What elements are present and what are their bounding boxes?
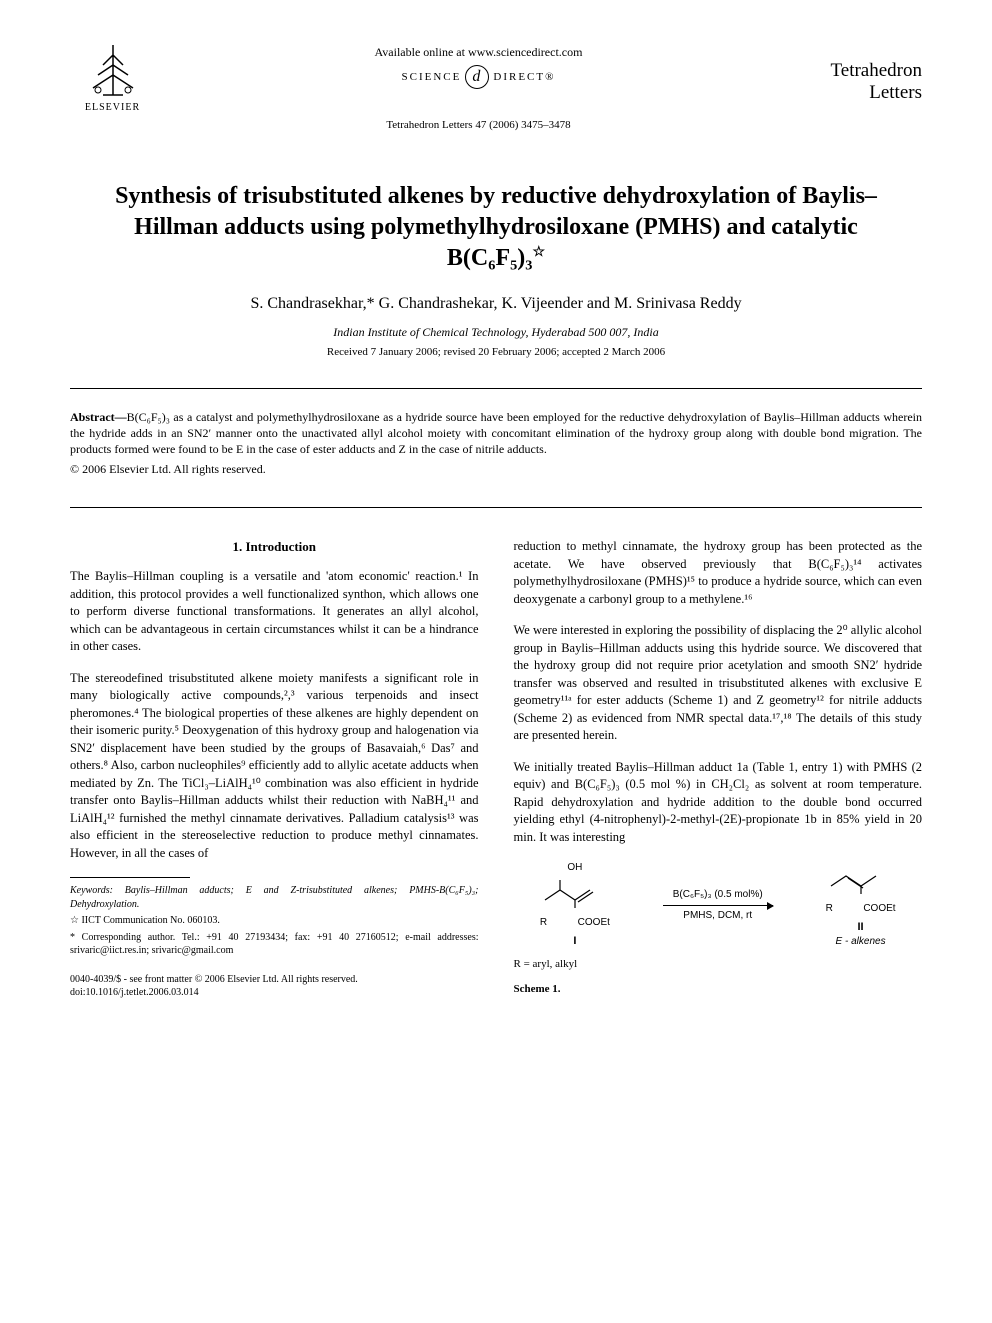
sd-text-2: DIRECT® <box>493 71 555 83</box>
title-text: Synthesis of trisubstituted alkenes by r… <box>115 183 877 271</box>
journal-name: Tetrahedron Letters <box>802 40 922 104</box>
copyright: © 2006 Elsevier Ltd. All rights reserved… <box>70 462 922 477</box>
scheme-r-left: R <box>540 916 547 930</box>
scheme-oh: OH <box>540 861 610 875</box>
footnote-divider <box>70 877 190 878</box>
two-column-body: 1. Introduction The Baylis–Hillman coupl… <box>70 538 922 1006</box>
intro-p2: The stereodefined trisubstituted alkene … <box>70 670 479 863</box>
section-heading: 1. Introduction <box>70 538 479 556</box>
sd-text-1: SCIENCE <box>402 71 462 83</box>
elsevier-logo: ELSEVIER <box>70 40 155 130</box>
title-footnote-mark: ☆ <box>533 245 546 260</box>
bottom-info: 0040-4039/$ - see front matter © 2006 El… <box>70 973 479 999</box>
authors: S. Chandrasekhar,* G. Chandrashekar, K. … <box>70 295 922 313</box>
article-dates: Received 7 January 2006; revised 20 Febr… <box>70 346 922 358</box>
scheme-r-right: R <box>826 902 833 916</box>
front-matter-line: 0040-4039/$ - see front matter © 2006 El… <box>70 973 479 986</box>
scheme-e-alkenes: E - alkenes <box>826 935 896 949</box>
affiliation: Indian Institute of Chemical Technology,… <box>70 325 922 340</box>
abstract-label: Abstract— <box>70 410 127 424</box>
sciencedirect-logo: SCIENCE d DIRECT® <box>402 65 556 89</box>
abstract: Abstract—B(C₆F₅)₃ as a catalyst and poly… <box>70 409 922 458</box>
iict-footnote: ☆ IICT Communication No. 060103. <box>70 914 479 928</box>
scheme-cooet-right: COOEt <box>863 902 895 916</box>
scheme-reagent-bottom: PMHS, DCM, rt <box>663 909 773 923</box>
product-structure-icon <box>826 861 896 896</box>
left-column: 1. Introduction The Baylis–Hillman coupl… <box>70 538 479 1006</box>
intro-p1: The Baylis–Hillman coupling is a versati… <box>70 568 479 656</box>
reactant-structure-icon <box>540 875 610 910</box>
scheme-caption: Scheme 1. <box>514 982 923 997</box>
available-online-text: Available online at www.sciencedirect.co… <box>155 45 802 60</box>
scheme-product: R COOEt II E - alkenes <box>826 861 896 949</box>
scheme-reactant: OH R COOEt I <box>540 861 610 949</box>
article-title: Synthesis of trisubstituted alkenes by r… <box>90 181 902 275</box>
keywords-footnote: Keywords: Baylis–Hillman adducts; E and … <box>70 884 479 911</box>
doi-line: doi:10.1016/j.tetlet.2006.03.014 <box>70 986 479 999</box>
footnotes: Keywords: Baylis–Hillman adducts; E and … <box>70 884 479 958</box>
divider <box>70 388 922 389</box>
center-header: Available online at www.sciencedirect.co… <box>155 40 802 131</box>
arrow-line-icon <box>663 905 773 906</box>
divider-2 <box>70 507 922 508</box>
abstract-text: B(C₆F₅)₃ as a catalyst and polymethylhyd… <box>70 410 922 456</box>
scheme-1-figure: OH R COOEt I B(C₆F₅)₃ (0.5 mol%) PMHS, D… <box>514 861 923 998</box>
scheme-r-definition: R = aryl, alkyl <box>514 957 923 972</box>
header-row: ELSEVIER Available online at www.science… <box>70 40 922 131</box>
sd-circle-icon: d <box>465 65 489 89</box>
scheme-label-I: I <box>540 934 610 949</box>
scheme-row: OH R COOEt I B(C₆F₅)₃ (0.5 mol%) PMHS, D… <box>514 861 923 949</box>
elsevier-tree-icon <box>78 40 148 100</box>
scheme-cooet-left: COOEt <box>578 916 610 930</box>
col2-p2: We were interested in exploring the poss… <box>514 622 923 745</box>
right-column: reduction to methyl cinnamate, the hydro… <box>514 538 923 1006</box>
col2-p3: We initially treated Baylis–Hillman addu… <box>514 759 923 847</box>
scheme-reagent-top: B(C₆F₅)₃ (0.5 mol%) <box>663 888 773 902</box>
publisher-name: ELSEVIER <box>85 102 140 113</box>
scheme-arrow: B(C₆F₅)₃ (0.5 mol%) PMHS, DCM, rt <box>663 888 773 923</box>
corresponding-author-footnote: * Corresponding author. Tel.: +91 40 271… <box>70 931 479 958</box>
scheme-label-II: II <box>826 920 896 935</box>
col2-p1: reduction to methyl cinnamate, the hydro… <box>514 538 923 608</box>
journal-reference: Tetrahedron Letters 47 (2006) 3475–3478 <box>155 119 802 131</box>
